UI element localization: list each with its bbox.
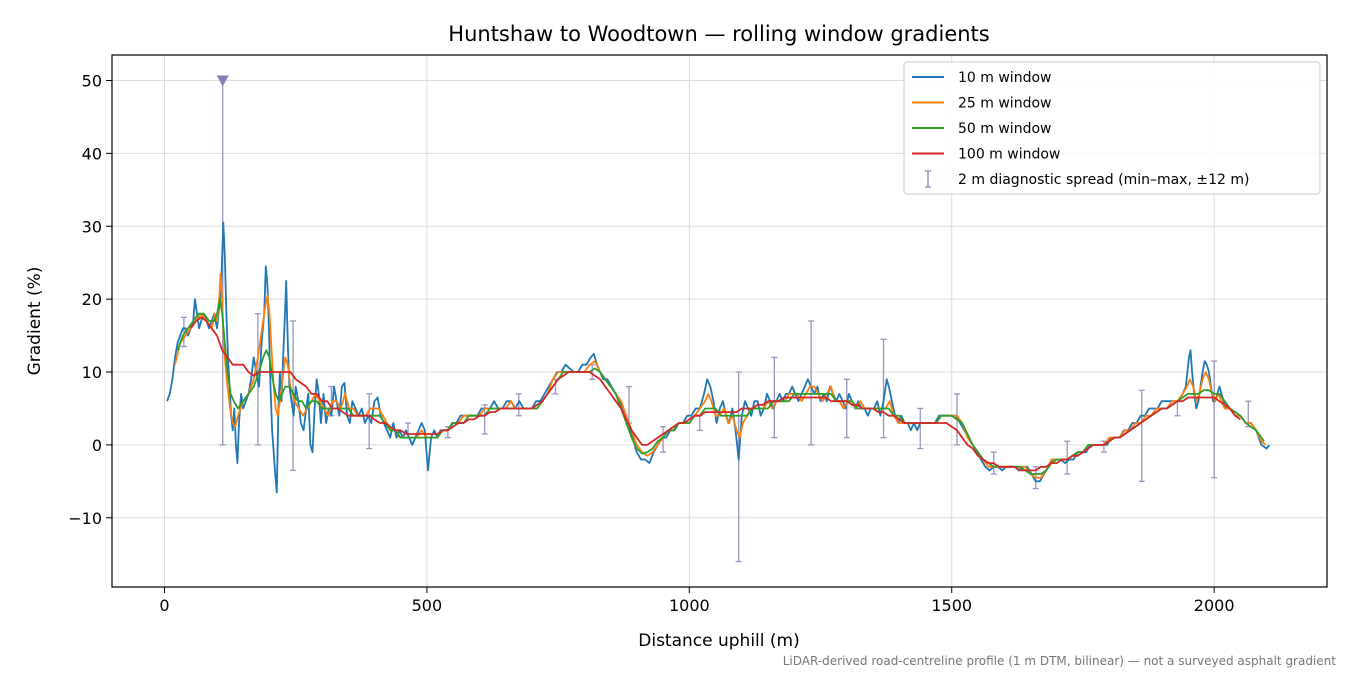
legend-label: 2 m diagnostic spread (min–max, ±12 m) <box>958 172 1249 188</box>
error-bar <box>880 338 887 439</box>
legend-entry: 25 m window <box>912 96 1051 112</box>
legend: 10 m window 25 m window 50 m window 100 m w… <box>903 61 1321 195</box>
y-tick-label: −10 <box>68 509 102 528</box>
x-tick-label: 1500 <box>931 596 972 615</box>
y-axis-label: Gradient (%) <box>25 267 45 376</box>
grid-layer <box>112 55 1327 587</box>
error-bar <box>1138 389 1145 482</box>
x-tick-label: 1000 <box>669 596 710 615</box>
legend-entry: 100 m window <box>912 147 1060 163</box>
legend-entries: 10 m window 25 m window 50 m window 100 m w… <box>912 70 1249 188</box>
x-axis-label: Distance uphill (m) <box>638 631 799 651</box>
series-layer <box>166 221 1271 494</box>
series-line-50m-window <box>176 298 1265 475</box>
error-bar <box>808 320 815 446</box>
legend-label: 100 m window <box>958 147 1060 163</box>
error-bar <box>843 378 850 439</box>
legend-entry: 50 m window <box>912 121 1051 137</box>
chart-title: Huntshaw to Woodtown — rolling window gr… <box>448 22 989 46</box>
footnote: LiDAR-derived road-centreline profile (1… <box>783 654 1337 668</box>
error-bar <box>660 426 667 453</box>
plot-frame <box>111 54 1328 588</box>
error-bar <box>1211 360 1218 479</box>
legend-label: 25 m window <box>958 96 1051 112</box>
error-bar <box>696 415 703 431</box>
marker-layer <box>216 75 229 87</box>
x-tick-label: 500 <box>412 596 443 615</box>
y-tick-label: 0 <box>92 436 102 455</box>
y-tick-label: 50 <box>82 72 102 91</box>
legend-entry: 2 m diagnostic spread (min–max, ±12 m) <box>925 170 1249 188</box>
x-tick-label: 2000 <box>1194 596 1235 615</box>
x-tick-label: 0 <box>159 596 169 615</box>
legend-label: 50 m window <box>958 121 1051 137</box>
legend-label: 10 m window <box>958 70 1051 86</box>
y-tick-label: 30 <box>82 217 102 236</box>
series-line-25m-window <box>174 272 1267 479</box>
error-bar <box>735 371 742 563</box>
legend-box <box>903 61 1321 195</box>
outlier-marker <box>216 75 229 87</box>
error-bar <box>1064 440 1071 475</box>
error-bar <box>366 393 373 450</box>
y-tick-label: 40 <box>82 144 102 163</box>
error-bar <box>515 393 522 417</box>
error-bar <box>771 356 778 439</box>
legend-entry: 10 m window <box>912 70 1051 86</box>
error-bar <box>917 407 924 450</box>
series-line-100m-window <box>189 316 1241 472</box>
tick-layer: 0 500 1000 1500 2000 −10 0 10 20 30 40 50 <box>68 72 1234 615</box>
y-tick-label: 10 <box>82 363 102 382</box>
y-tick-label: 20 <box>82 290 102 309</box>
error-bar <box>180 316 187 348</box>
